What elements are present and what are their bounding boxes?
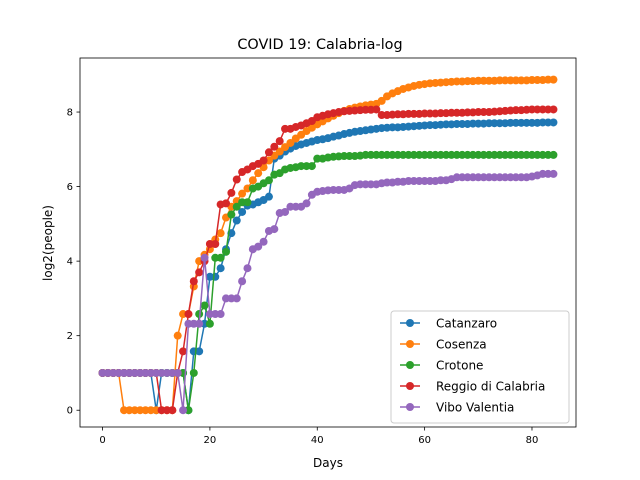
- data-point: [222, 247, 231, 256]
- data-point: [549, 75, 558, 84]
- data-point: [216, 264, 225, 273]
- data-point: [205, 319, 214, 328]
- legend-marker: [406, 403, 414, 411]
- data-point: [270, 225, 279, 234]
- x-tick-label: 20: [204, 435, 217, 446]
- data-point: [264, 148, 273, 157]
- series-4: [98, 169, 558, 415]
- data-point: [189, 368, 198, 377]
- legend-item-3: Reggio di Calabria: [400, 380, 545, 394]
- x-tick-label: 0: [99, 435, 105, 446]
- data-point: [195, 319, 204, 328]
- legend-box: [390, 310, 570, 424]
- data-point: [238, 189, 247, 198]
- data-point: [195, 310, 204, 319]
- data-point: [549, 150, 558, 159]
- data-point: [168, 406, 177, 415]
- data-point: [549, 118, 558, 127]
- data-point: [270, 142, 279, 151]
- data-point: [238, 207, 247, 216]
- data-point: [372, 105, 381, 114]
- legend: Catanzaro Cosenza Crotone Reggio di Calabri…: [390, 310, 570, 424]
- data-point: [259, 237, 268, 246]
- data-point: [264, 176, 273, 185]
- plot-area: [98, 75, 558, 415]
- data-point: [179, 347, 188, 356]
- legend-label: Vibo Valentia: [436, 401, 514, 415]
- x-axis-label: Days: [313, 456, 343, 470]
- data-point: [232, 202, 241, 211]
- legend-label: Reggio di Calabria: [436, 380, 545, 394]
- data-point: [232, 294, 241, 303]
- data-point: [227, 188, 236, 197]
- data-point: [238, 277, 247, 286]
- data-point: [173, 331, 182, 340]
- series-group: [98, 75, 558, 415]
- legend-item-1: Cosenza: [400, 338, 487, 352]
- y-tick-label: 8: [67, 108, 73, 119]
- data-point: [200, 253, 209, 262]
- data-point: [189, 277, 198, 286]
- data-point: [173, 368, 182, 377]
- data-point: [211, 239, 220, 248]
- data-point: [179, 406, 188, 415]
- data-point: [254, 169, 263, 178]
- data-point: [243, 264, 252, 273]
- data-point: [259, 156, 268, 165]
- data-point: [286, 138, 295, 147]
- legend-label: Crotone: [436, 359, 483, 373]
- legend-marker: [406, 382, 414, 390]
- data-point: [243, 198, 252, 207]
- data-point: [227, 210, 236, 219]
- data-point: [195, 347, 204, 356]
- data-point: [377, 96, 386, 105]
- data-point: [184, 310, 193, 319]
- data-point: [216, 229, 225, 238]
- data-point: [549, 169, 558, 178]
- y-axis-label: log2(people): [41, 205, 55, 281]
- x-tick-label: 60: [418, 435, 431, 446]
- data-point: [275, 137, 284, 146]
- data-point: [254, 242, 263, 251]
- data-point: [549, 105, 558, 114]
- data-point: [307, 162, 316, 171]
- data-point: [216, 310, 225, 319]
- legend-label: Catanzaro: [436, 317, 497, 331]
- legend-label: Cosenza: [436, 338, 487, 352]
- legend-marker: [406, 340, 414, 348]
- data-point: [232, 175, 241, 184]
- y-tick-label: 6: [67, 182, 73, 193]
- legend-item-4: Vibo Valentia: [400, 401, 514, 415]
- data-point: [302, 199, 311, 208]
- chart-title: COVID 19: Calabria-log: [237, 37, 402, 53]
- legend-item-2: Crotone: [400, 359, 483, 373]
- data-point: [232, 216, 241, 225]
- x-tick-label: 40: [311, 435, 324, 446]
- y-tick-label: 0: [67, 406, 73, 417]
- data-point: [211, 272, 220, 281]
- legend-item-0: Catanzaro: [400, 317, 497, 331]
- legend-marker: [406, 319, 414, 327]
- y-tick-label: 2: [67, 331, 73, 342]
- data-point: [216, 253, 225, 262]
- axes-frame: [79, 57, 577, 428]
- axes: 0 20 40 60 80 0 2 4 6 8: [67, 57, 577, 446]
- data-point: [195, 268, 204, 277]
- x-tick-label: 80: [526, 435, 539, 446]
- data-point: [275, 147, 284, 156]
- data-point: [200, 301, 209, 310]
- y-tick-label: 4: [67, 257, 73, 268]
- data-point: [222, 199, 231, 208]
- data-point: [264, 192, 273, 201]
- data-point: [281, 207, 290, 216]
- data-point: [248, 176, 257, 185]
- legend-marker: [406, 361, 414, 369]
